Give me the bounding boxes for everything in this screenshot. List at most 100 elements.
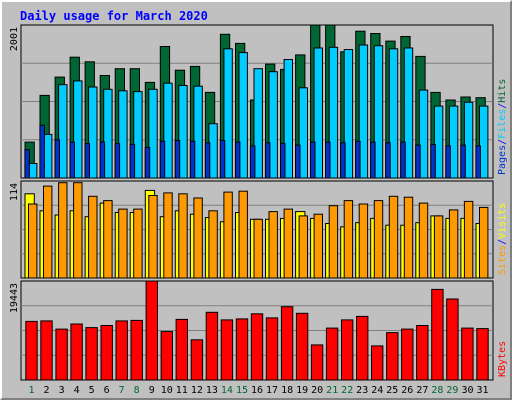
legend-item: KBytes (497, 341, 508, 377)
bar-sites (313, 213, 324, 279)
x-tick-label: 15 (236, 385, 248, 396)
bar-sites (388, 195, 399, 279)
bar-kbytes (205, 311, 219, 381)
bar-sites (463, 200, 474, 279)
bar-files (479, 105, 489, 179)
bar-pages (460, 144, 466, 179)
bar-sites (148, 195, 158, 279)
bar-pages (219, 140, 226, 179)
panel-max-label: 114 (9, 183, 20, 201)
bar-kbytes (476, 328, 489, 381)
x-tick-label: 26 (401, 385, 413, 396)
x-tick-label: 18 (281, 385, 293, 396)
x-tick-label: 29 (446, 385, 458, 396)
bar-kbytes (190, 339, 204, 381)
x-tick-label: 1 (28, 385, 34, 396)
x-tick-label: 21 (326, 385, 338, 396)
bar-sites (178, 193, 188, 279)
bar-sites (193, 197, 203, 279)
bar-files (253, 68, 263, 179)
bar-sites (448, 209, 459, 279)
bar-kbytes (100, 325, 113, 381)
bar-sites (283, 208, 294, 279)
bar-files (313, 47, 324, 179)
bar-kbytes (115, 320, 128, 381)
legend-item: / (497, 103, 508, 109)
bar-sites (118, 208, 128, 279)
bar-pages (355, 140, 361, 179)
bar-pages (159, 140, 166, 179)
bar-pages (370, 141, 376, 179)
bar-kbytes (371, 345, 384, 381)
x-tick-label: 30 (461, 385, 473, 396)
bar-files (148, 88, 158, 179)
legend-item: Files (497, 109, 508, 139)
bar-kbytes (446, 298, 459, 381)
bar-sites (373, 200, 384, 279)
bar-sites (133, 208, 143, 279)
bar-files (328, 46, 339, 179)
bar-files (223, 48, 233, 179)
x-tick-label: 19 (296, 385, 308, 396)
bar-pages (54, 139, 60, 179)
legend-item: Sites (497, 245, 508, 275)
bar-kbytes (55, 328, 68, 381)
bar-sites (28, 203, 38, 279)
bar-kbytes (25, 320, 38, 381)
bar-sites (208, 210, 218, 279)
bar-pages (114, 143, 121, 179)
bar-files (163, 82, 173, 179)
x-tick-label: 28 (431, 385, 443, 396)
bar-kbytes (341, 319, 354, 381)
bar-kbytes (250, 313, 264, 381)
bar-pages (415, 144, 421, 179)
x-tick-label: 22 (341, 385, 353, 396)
bar-files (388, 48, 399, 179)
bar-sites (328, 205, 339, 279)
bar-pages (99, 141, 106, 179)
bar-files (178, 85, 188, 179)
x-tick-label: 6 (104, 385, 110, 396)
x-tick-label: 10 (161, 385, 173, 396)
bar-files (433, 105, 444, 179)
bar-sites (268, 211, 278, 279)
bar-kbytes (386, 332, 399, 381)
bar-files (133, 91, 143, 179)
x-tick-label: 14 (221, 385, 233, 396)
chart-title: Daily usage for March 2020 (20, 9, 208, 23)
bar-kbytes (401, 328, 414, 381)
bar-sites (298, 215, 309, 279)
bar-kbytes (265, 317, 279, 381)
bar-kbytes (175, 318, 189, 381)
bar-files (343, 49, 354, 179)
bar-pages (400, 141, 406, 179)
bar-sites (403, 196, 414, 279)
panel-visits: 114 Sites/Visits (9, 180, 508, 279)
bar-kbytes (431, 288, 444, 381)
x-tick-label: 4 (74, 385, 80, 396)
bar-kbytes (130, 319, 143, 381)
legend-kbytes: KBytes (497, 341, 508, 377)
bar-kbytes (40, 320, 53, 381)
x-tick-label: 5 (89, 385, 95, 396)
panel-max-label: 19443 (9, 283, 20, 313)
bar-files (58, 84, 68, 179)
x-axis-labels: 1 2 3 4 5 6 7 8 9 10 11 12 13 14 15 16 17 18 19 20 21 22 23 24 2… (28, 385, 488, 396)
bar-sites (73, 182, 83, 279)
bar-kbytes (356, 315, 369, 381)
bar-pages (234, 141, 241, 179)
bar-kbytes (235, 318, 249, 381)
bar-kbytes (160, 331, 174, 381)
x-tick-label: 11 (176, 385, 188, 396)
bar-pages (310, 141, 316, 179)
bar-files (283, 59, 294, 179)
chart-panels: 2001Pages/Files/Hits114Sites/Visits19443… (9, 24, 508, 381)
bar-files (373, 45, 384, 179)
bar-files (298, 87, 309, 179)
x-tick-label: 20 (311, 385, 323, 396)
bar-files (73, 80, 83, 179)
bar-sites (103, 200, 113, 279)
bar-pages (204, 142, 211, 179)
bar-kbytes (145, 280, 159, 381)
bar-files (358, 44, 369, 179)
